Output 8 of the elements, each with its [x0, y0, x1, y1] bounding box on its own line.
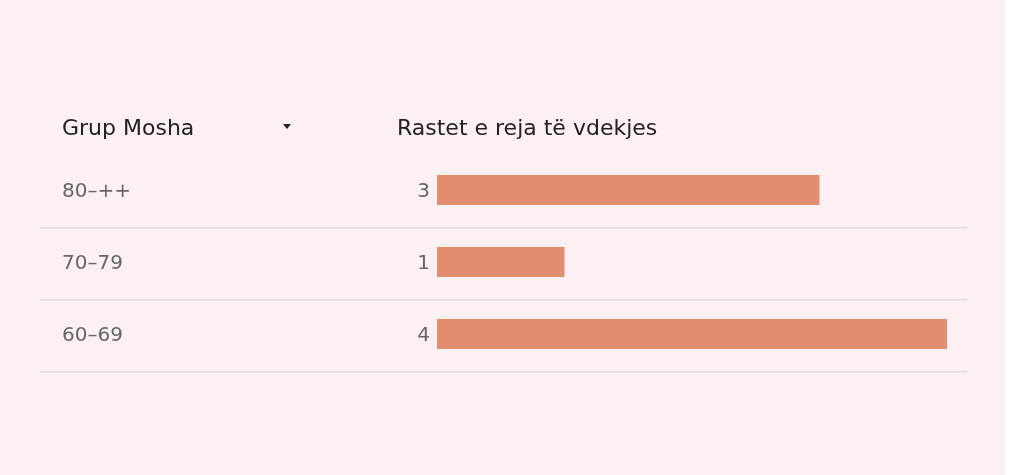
data-label: 4: [417, 322, 430, 346]
y-axis-title: Grup Mosha: [62, 114, 195, 140]
y-tick-label: 60–69: [62, 322, 123, 346]
data-label: 1: [417, 250, 430, 274]
y-tick-label: 70–79: [62, 250, 123, 274]
x-axis-title: Rastet e reja të vdekjes: [397, 114, 658, 140]
y-tick-label: 80–++: [62, 178, 131, 202]
data-label: 3: [417, 178, 430, 202]
